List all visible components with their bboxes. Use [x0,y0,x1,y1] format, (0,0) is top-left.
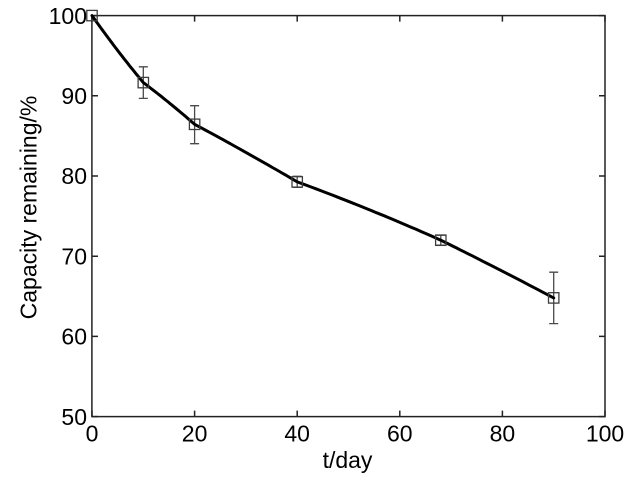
svg-text:0: 0 [86,421,99,447]
svg-text:80: 80 [490,421,516,447]
svg-text:60: 60 [61,324,87,350]
svg-text:20: 20 [182,421,208,447]
svg-text:100: 100 [586,421,624,447]
svg-text:60: 60 [387,421,413,447]
svg-text:100: 100 [49,3,87,29]
svg-text:80: 80 [61,163,87,189]
svg-text:70: 70 [61,243,87,269]
svg-text:90: 90 [61,83,87,109]
svg-text:40: 40 [284,421,310,447]
svg-text:50: 50 [61,404,87,430]
svg-text:t/day: t/day [323,447,373,473]
svg-text:Capacity remaining/%: Capacity remaining/% [16,96,42,320]
